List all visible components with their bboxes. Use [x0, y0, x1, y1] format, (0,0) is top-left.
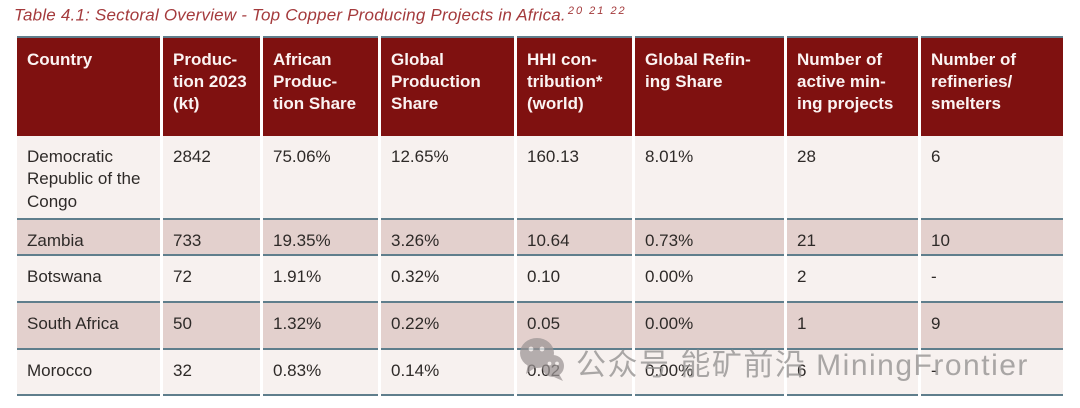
- cell-african-share: 19.35%: [263, 220, 378, 256]
- table-row-drc: Democratic Republic of the Congo 2842 75…: [17, 136, 1063, 220]
- cell-mining-projects: 21: [787, 220, 918, 256]
- cell-refining-share: 0.73%: [635, 220, 784, 256]
- cell-refining-share: 8.01%: [635, 136, 784, 220]
- cell-production: 32: [163, 350, 260, 396]
- cell-african-share: 1.91%: [263, 256, 378, 303]
- cell-african-share: 75.06%: [263, 136, 378, 220]
- cell-hhi: 10.64: [517, 220, 632, 256]
- cell-country: South Africa: [17, 303, 160, 350]
- column-header-global-production-share: Global Production Share: [381, 36, 514, 136]
- cell-hhi: 0.05: [517, 303, 632, 350]
- cell-global-share: 0.14%: [381, 350, 514, 396]
- cell-mining-projects: 6: [787, 350, 918, 396]
- column-header-country: Country: [17, 36, 160, 136]
- cell-refining-share: 0.00%: [635, 350, 784, 396]
- column-header-refineries-smelters: Number of refineries/ smelters: [921, 36, 1063, 136]
- table-row-morocco: Morocco 32 0.83% 0.14% 0.02 0.00% 6 -: [17, 350, 1063, 396]
- cell-hhi: 0.10: [517, 256, 632, 303]
- cell-refineries: -: [921, 350, 1063, 396]
- cell-refineries: -: [921, 256, 1063, 303]
- cell-mining-projects: 1: [787, 303, 918, 350]
- footnote-references: 20 21 22: [567, 5, 627, 17]
- copper-projects-table: Country Produc- tion 2023 (kt) African P…: [14, 36, 1066, 396]
- cell-refining-share: 0.00%: [635, 303, 784, 350]
- cell-mining-projects: 28: [787, 136, 918, 220]
- cell-refining-share: 0.00%: [635, 256, 784, 303]
- cell-country: Botswana: [17, 256, 160, 303]
- table-row-botswana: Botswana 72 1.91% 0.32% 0.10 0.00% 2 -: [17, 256, 1063, 303]
- cell-african-share: 1.32%: [263, 303, 378, 350]
- column-header-african-production-share: African Produc- tion Share: [263, 36, 378, 136]
- cell-global-share: 3.26%: [381, 220, 514, 256]
- cell-production: 50: [163, 303, 260, 350]
- page-title: Table 4.1: Sectoral Overview - Top Coppe…: [14, 5, 627, 26]
- cell-global-share: 0.22%: [381, 303, 514, 350]
- table-row-south-africa: South Africa 50 1.32% 0.22% 0.05 0.00% 1…: [17, 303, 1063, 350]
- column-header-global-refining-share: Global Refin- ing Share: [635, 36, 784, 136]
- cell-country: Zambia: [17, 220, 160, 256]
- cell-african-share: 0.83%: [263, 350, 378, 396]
- cell-refineries: 9: [921, 303, 1063, 350]
- cell-production: 2842: [163, 136, 260, 220]
- data-table: Country Produc- tion 2023 (kt) African P…: [14, 36, 1066, 396]
- cell-global-share: 12.65%: [381, 136, 514, 220]
- cell-production: 72: [163, 256, 260, 303]
- column-header-active-mining-projects: Number of active min- ing projects: [787, 36, 918, 136]
- cell-country: Morocco: [17, 350, 160, 396]
- cell-hhi: 0.02: [517, 350, 632, 396]
- column-header-production-2023: Produc- tion 2023 (kt): [163, 36, 260, 136]
- header-row: Country Produc- tion 2023 (kt) African P…: [17, 36, 1063, 136]
- cell-refineries: 6: [921, 136, 1063, 220]
- cell-mining-projects: 2: [787, 256, 918, 303]
- cell-country: Democratic Republic of the Congo: [17, 136, 160, 220]
- cell-global-share: 0.32%: [381, 256, 514, 303]
- cell-hhi: 160.13: [517, 136, 632, 220]
- cell-refineries: 10: [921, 220, 1063, 256]
- cell-production: 733: [163, 220, 260, 256]
- column-header-hhi-contribution: HHI con- tribution* (world): [517, 36, 632, 136]
- table-row-zambia: Zambia 733 19.35% 3.26% 10.64 0.73% 21 1…: [17, 220, 1063, 256]
- table-caption-text: Table 4.1: Sectoral Overview - Top Coppe…: [14, 5, 566, 25]
